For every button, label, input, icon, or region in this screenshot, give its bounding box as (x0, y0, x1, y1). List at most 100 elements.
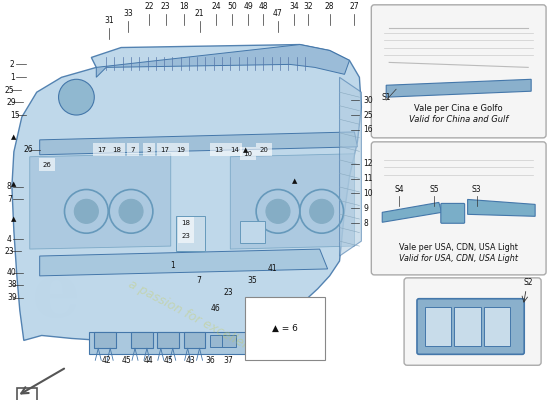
Text: 26: 26 (42, 162, 51, 168)
Polygon shape (339, 77, 361, 256)
Text: 29: 29 (7, 98, 16, 107)
Bar (94, 332, 116, 348)
Bar (184, 332, 206, 348)
Polygon shape (40, 132, 358, 155)
FancyBboxPatch shape (404, 278, 541, 365)
Text: 24: 24 (212, 2, 221, 11)
Circle shape (119, 199, 143, 223)
Text: 32: 32 (303, 2, 312, 11)
Bar (222, 336, 236, 347)
Text: 23: 23 (161, 2, 170, 11)
Polygon shape (386, 79, 531, 97)
Text: 18: 18 (113, 147, 122, 153)
Text: 4: 4 (7, 235, 12, 244)
Bar (240, 221, 265, 243)
Polygon shape (382, 202, 442, 222)
Text: 7: 7 (131, 147, 135, 153)
Text: S4: S4 (394, 186, 404, 194)
Polygon shape (230, 154, 354, 249)
Circle shape (74, 199, 98, 223)
Text: 8: 8 (7, 182, 12, 191)
Text: 12: 12 (364, 159, 373, 168)
Text: 46: 46 (211, 304, 221, 313)
FancyBboxPatch shape (441, 204, 465, 223)
Text: 11: 11 (364, 174, 373, 183)
Text: 7: 7 (7, 195, 12, 204)
Text: 43: 43 (186, 356, 195, 365)
Text: ▲: ▲ (11, 216, 16, 222)
Text: 13: 13 (214, 147, 223, 153)
Text: 38: 38 (7, 280, 16, 289)
Text: Vale per Cina e Golfo: Vale per Cina e Golfo (414, 104, 503, 113)
Text: 25: 25 (364, 110, 373, 120)
Text: S5: S5 (429, 186, 439, 194)
Text: ▲ = 6: ▲ = 6 (272, 324, 298, 333)
Text: 18: 18 (179, 2, 189, 11)
Text: 25: 25 (5, 86, 14, 95)
Text: 9: 9 (364, 204, 368, 213)
Bar (425, 307, 452, 346)
Text: ▲: ▲ (11, 182, 16, 188)
Text: S3: S3 (472, 186, 481, 194)
Text: 33: 33 (123, 9, 133, 18)
Text: ▲: ▲ (292, 178, 298, 184)
FancyBboxPatch shape (17, 388, 37, 400)
Text: Valid for USA, CDN, USA Light: Valid for USA, CDN, USA Light (399, 254, 518, 263)
Bar (131, 332, 153, 348)
Text: 7: 7 (196, 276, 201, 285)
Bar (484, 307, 510, 346)
FancyBboxPatch shape (371, 5, 546, 138)
Text: 28: 28 (325, 2, 334, 11)
Text: 1: 1 (170, 262, 175, 270)
Text: 31: 31 (104, 16, 114, 25)
Circle shape (310, 199, 334, 223)
Text: 3: 3 (147, 147, 151, 153)
Text: 48: 48 (258, 2, 268, 11)
Text: ▲: ▲ (11, 134, 16, 140)
Text: 35: 35 (248, 276, 257, 285)
Text: a passion for excellence: a passion for excellence (126, 277, 266, 360)
Text: 36: 36 (206, 356, 216, 365)
Text: 42: 42 (101, 356, 111, 365)
Bar (175, 216, 206, 251)
Text: 10: 10 (244, 151, 252, 157)
Text: 16: 16 (364, 126, 373, 134)
Bar (211, 336, 224, 347)
Text: 47: 47 (273, 9, 283, 18)
Text: 15: 15 (10, 110, 19, 120)
Text: S2: S2 (524, 278, 533, 287)
Text: 17: 17 (160, 147, 169, 153)
Text: 50: 50 (228, 2, 237, 11)
Text: Valid for China and Gulf: Valid for China and Gulf (409, 115, 508, 124)
Bar (454, 307, 481, 346)
Text: 23: 23 (5, 246, 14, 256)
Polygon shape (40, 249, 328, 276)
Text: 27: 27 (350, 2, 359, 11)
Text: 2: 2 (10, 60, 15, 69)
Text: 45: 45 (121, 356, 131, 365)
Text: 1: 1 (10, 73, 15, 82)
Text: 20: 20 (260, 147, 268, 153)
Text: 49: 49 (243, 2, 253, 11)
Polygon shape (468, 200, 535, 216)
Text: 34: 34 (289, 2, 299, 11)
Text: 45: 45 (164, 356, 174, 365)
Text: 39: 39 (7, 293, 16, 302)
Text: 37: 37 (223, 356, 233, 365)
Text: 26: 26 (24, 145, 34, 154)
Text: 41: 41 (267, 264, 277, 274)
Text: 40: 40 (7, 268, 16, 278)
Text: 30: 30 (364, 96, 373, 105)
FancyBboxPatch shape (371, 142, 546, 275)
Text: 19: 19 (176, 147, 185, 153)
Text: 17: 17 (97, 147, 106, 153)
Text: 8: 8 (364, 219, 368, 228)
FancyBboxPatch shape (89, 332, 273, 354)
Text: e: e (32, 259, 81, 333)
Text: 23: 23 (181, 233, 190, 239)
Text: 22: 22 (144, 2, 153, 11)
Polygon shape (12, 44, 361, 342)
Circle shape (266, 199, 290, 223)
Text: 14: 14 (230, 147, 239, 153)
FancyBboxPatch shape (417, 299, 524, 354)
